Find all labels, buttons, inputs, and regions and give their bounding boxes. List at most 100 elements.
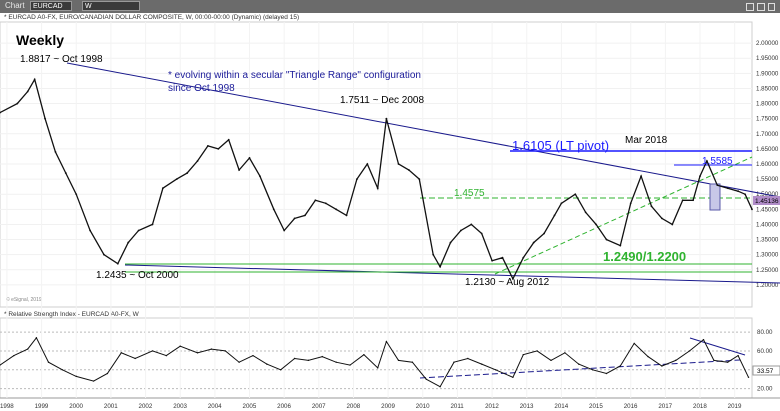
price-point: [207, 144, 209, 147]
rsi-point: [196, 352, 199, 354]
price-point: [751, 208, 753, 211]
rsi-point: [605, 372, 608, 375]
time-tick-label: 2005: [243, 403, 257, 410]
price-point: [186, 172, 189, 174]
price-point: [397, 163, 400, 165]
ascending-support-trendline: [494, 156, 753, 275]
rsi-point: [425, 378, 427, 380]
time-tick-label: 2010: [416, 403, 430, 410]
price-point: [605, 238, 608, 241]
close-icon[interactable]: [768, 3, 775, 11]
chart-tab-label[interactable]: Chart: [5, 1, 25, 10]
triangle-note-line1: * evolving within a secular "Triangle Ra…: [168, 70, 421, 81]
price-point: [356, 178, 358, 181]
annotation-low-2000: 1.2435 ~ Oct 2000: [96, 270, 179, 281]
time-tick-label: 2017: [658, 403, 672, 410]
triangle-upper-trendline: [66, 62, 780, 198]
last-rsi-tag: [752, 365, 780, 376]
rsi-series-line: [0, 336, 749, 388]
price-point: [227, 138, 230, 141]
rsi-point: [307, 359, 310, 362]
time-tick-label: 2002: [139, 403, 153, 410]
price-point: [449, 241, 452, 244]
price-point: [324, 202, 327, 205]
rsi-point: [47, 361, 50, 363]
price-point: [408, 169, 410, 171]
rsi-point: [647, 355, 649, 358]
rsi-point: [120, 352, 122, 354]
price-point: [470, 223, 473, 226]
price-point: [706, 160, 708, 162]
maximize-icon[interactable]: [757, 3, 765, 11]
price-tick-label: 1.55000: [756, 176, 779, 183]
price-point: [26, 90, 29, 93]
price-point: [716, 184, 719, 187]
price-tick-label: 1.25000: [756, 267, 779, 274]
copyright-text: © eSignal, 2019: [6, 297, 42, 303]
triangle-lower-trendline: [124, 264, 780, 284]
rsi-point: [134, 357, 136, 360]
price-point: [385, 117, 388, 120]
price-tick-label: 1.30000: [756, 252, 779, 259]
price-point: [335, 208, 338, 211]
rsi-point: [335, 361, 337, 363]
rsi-point: [266, 363, 268, 365]
price-series-line: [0, 77, 753, 281]
rsi-point: [224, 350, 226, 352]
time-tick-label: 2015: [589, 403, 603, 410]
time-tick-label: 2007: [312, 403, 326, 410]
rsi-point: [702, 338, 705, 341]
rsi-point: [385, 340, 388, 343]
price-point: [619, 244, 622, 247]
price-point: [116, 262, 119, 265]
rsi-point: [210, 348, 213, 350]
annotation-mar-2018: Mar 2018: [625, 135, 668, 146]
rsi-point: [61, 369, 64, 371]
price-point: [595, 223, 597, 226]
time-tick-label: 2011: [450, 403, 464, 410]
price-point: [196, 160, 199, 162]
price-point: [553, 214, 556, 217]
symbol-input[interactable]: EURCAD A0: [30, 1, 72, 20]
price-point: [151, 223, 154, 226]
rsi-point: [321, 355, 323, 358]
price-point: [744, 193, 746, 196]
rsi-tick-label: 80.00: [757, 329, 773, 336]
rsi-point: [411, 361, 414, 363]
rsi-point: [494, 369, 497, 371]
minimize-icon[interactable]: [746, 3, 754, 11]
price-point: [33, 78, 36, 81]
price-point: [460, 229, 462, 232]
time-tick-label: 1998: [0, 403, 14, 410]
price-point: [137, 229, 140, 232]
price-point: [272, 208, 275, 211]
rsi-point: [550, 359, 552, 362]
rsi-point: [633, 342, 635, 345]
rsi-point: [377, 367, 379, 369]
price-point: [0, 111, 1, 114]
triangle-note-line2: since Oct 1998: [168, 83, 235, 94]
rsi-point: [737, 354, 739, 357]
support-label-14575: 1.4575: [454, 188, 485, 199]
rsi-point: [349, 364, 351, 366]
price-tick-label: 1.90000: [756, 70, 779, 77]
rsi-resistance-trendline: [689, 337, 746, 356]
annotation-high-1998: 1.8817 ~ Oct 1998: [20, 54, 103, 65]
time-tick-label: 2000: [69, 403, 83, 410]
support-zone-label: 1.2490/1.2200: [603, 249, 686, 264]
rsi-point: [35, 337, 38, 339]
price-point: [175, 178, 178, 181]
price-point: [238, 169, 241, 171]
rsi-point: [75, 375, 77, 378]
rsi-point: [661, 365, 663, 367]
rsi-point: [536, 350, 538, 352]
price-point: [439, 265, 442, 268]
interval-input[interactable]: W: [82, 1, 140, 11]
price-point: [161, 187, 164, 190]
price-point: [127, 241, 130, 244]
price-point: [16, 102, 19, 105]
rsi-point: [92, 380, 95, 382]
price-point: [584, 211, 587, 214]
price-point: [75, 193, 78, 196]
